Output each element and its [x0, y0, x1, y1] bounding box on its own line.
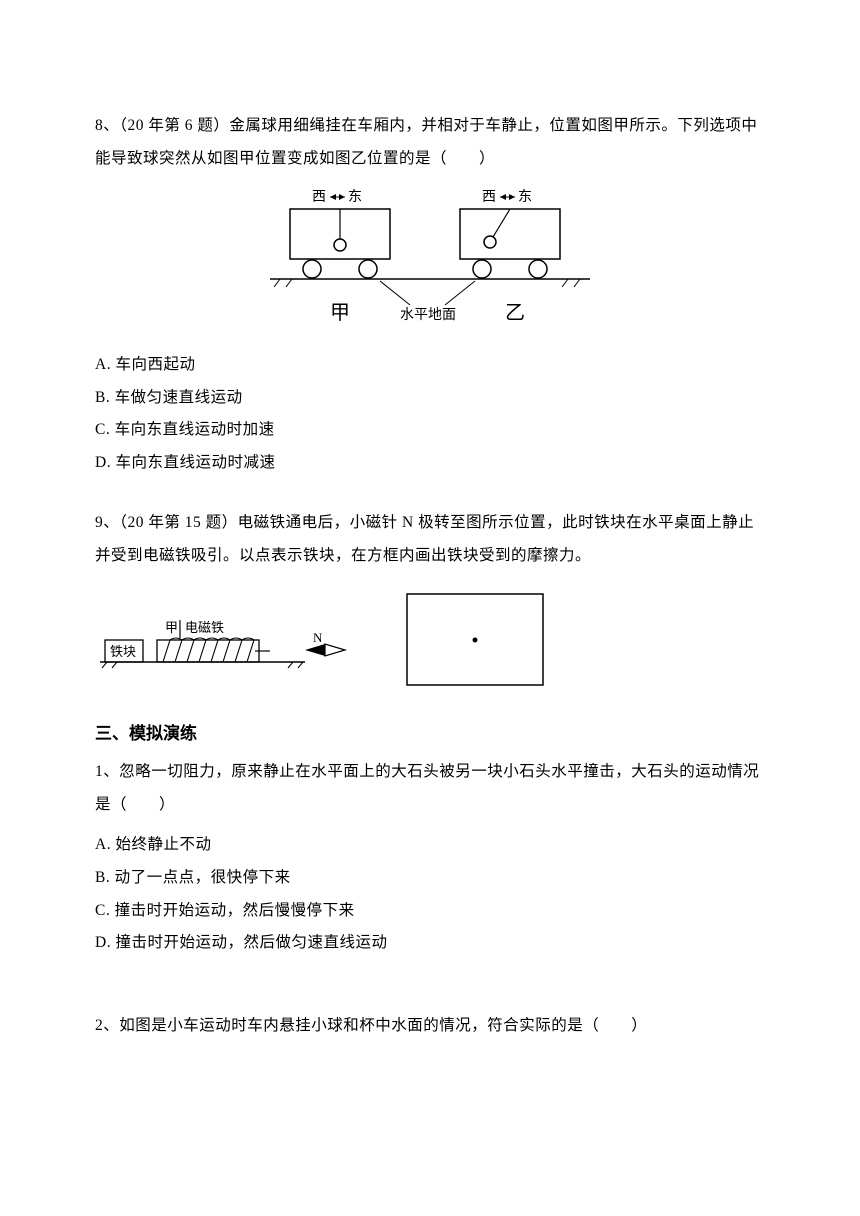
q9-n-label: N	[313, 630, 323, 645]
q8-option-c: C. 车向东直线运动时加速	[95, 414, 765, 447]
practice-1: 1、忽略一切阻力，原来静止在水平面上的大石头被另一块小石头水平撞击，大石头的运动…	[95, 756, 765, 959]
q9-electromagnet-label: 电磁铁	[185, 620, 224, 635]
p1-option-d: D. 撞击时开始运动，然后做匀速直线运动	[95, 927, 765, 960]
section-3-title: 三、模拟演练	[95, 719, 765, 744]
p1-option-a: A. 始终静止不动	[95, 829, 765, 862]
p1-option-c: C. 撞击时开始运动，然后慢慢停下来	[95, 895, 765, 928]
q8-text: 8、（20 年第 6 题）金属球用细绳挂在车厢内，并相对于车静止，位置如图甲所示…	[95, 110, 765, 175]
question-8: 8、（20 年第 6 题）金属球用细绳挂在车厢内，并相对于车静止，位置如图甲所示…	[95, 110, 765, 479]
q8-diagram: 西 东 西 东	[95, 187, 765, 337]
p1-option-b: B. 动了一点点，很快停下来	[95, 862, 765, 895]
q9-diagram-row: 铁块 甲 电磁铁	[95, 592, 765, 687]
q8-jia-label: 甲	[330, 302, 350, 324]
p1-options: A. 始终静止不动 B. 动了一点点，很快停下来 C. 撞击时开始运动，然后慢慢…	[95, 829, 765, 959]
practice-2: 2、如图是小车运动时车内悬挂小球和杯中水面的情况，符合实际的是（ ）	[95, 1010, 765, 1043]
p1-text: 1、忽略一切阻力，原来静止在水平面上的大石头被另一块小石头水平撞击，大石头的运动…	[95, 756, 765, 821]
q8-east-label-right: 东	[518, 189, 532, 205]
q9-answer-box	[405, 592, 545, 687]
q9-jia-label: 甲	[165, 620, 178, 635]
q9-left-diagram: 铁块 甲 电磁铁	[95, 602, 355, 677]
p2-text: 2、如图是小车运动时车内悬挂小球和杯中水面的情况，符合实际的是（ ）	[95, 1010, 765, 1043]
q8-yi-label: 乙	[505, 302, 525, 324]
q8-option-b: B. 车做匀速直线运动	[95, 382, 765, 415]
q8-ground-label: 水平地面	[400, 307, 456, 323]
q8-option-d: D. 车向东直线运动时减速	[95, 447, 765, 480]
q8-west-label-right: 西	[482, 190, 496, 205]
q8-options: A. 车向西起动 B. 车做匀速直线运动 C. 车向东直线运动时加速 D. 车向…	[95, 349, 765, 479]
question-9: 9、（20 年第 15 题）电磁铁通电后，小磁针 N 极转至图所示位置，此时铁块…	[95, 507, 765, 687]
q8-east-label-left: 东	[348, 189, 362, 205]
q9-text: 9、（20 年第 15 题）电磁铁通电后，小磁针 N 极转至图所示位置，此时铁块…	[95, 507, 765, 572]
q8-option-a: A. 车向西起动	[95, 349, 765, 382]
q8-west-label-left: 西	[312, 190, 326, 205]
q9-ironblock-label: 铁块	[110, 644, 136, 659]
